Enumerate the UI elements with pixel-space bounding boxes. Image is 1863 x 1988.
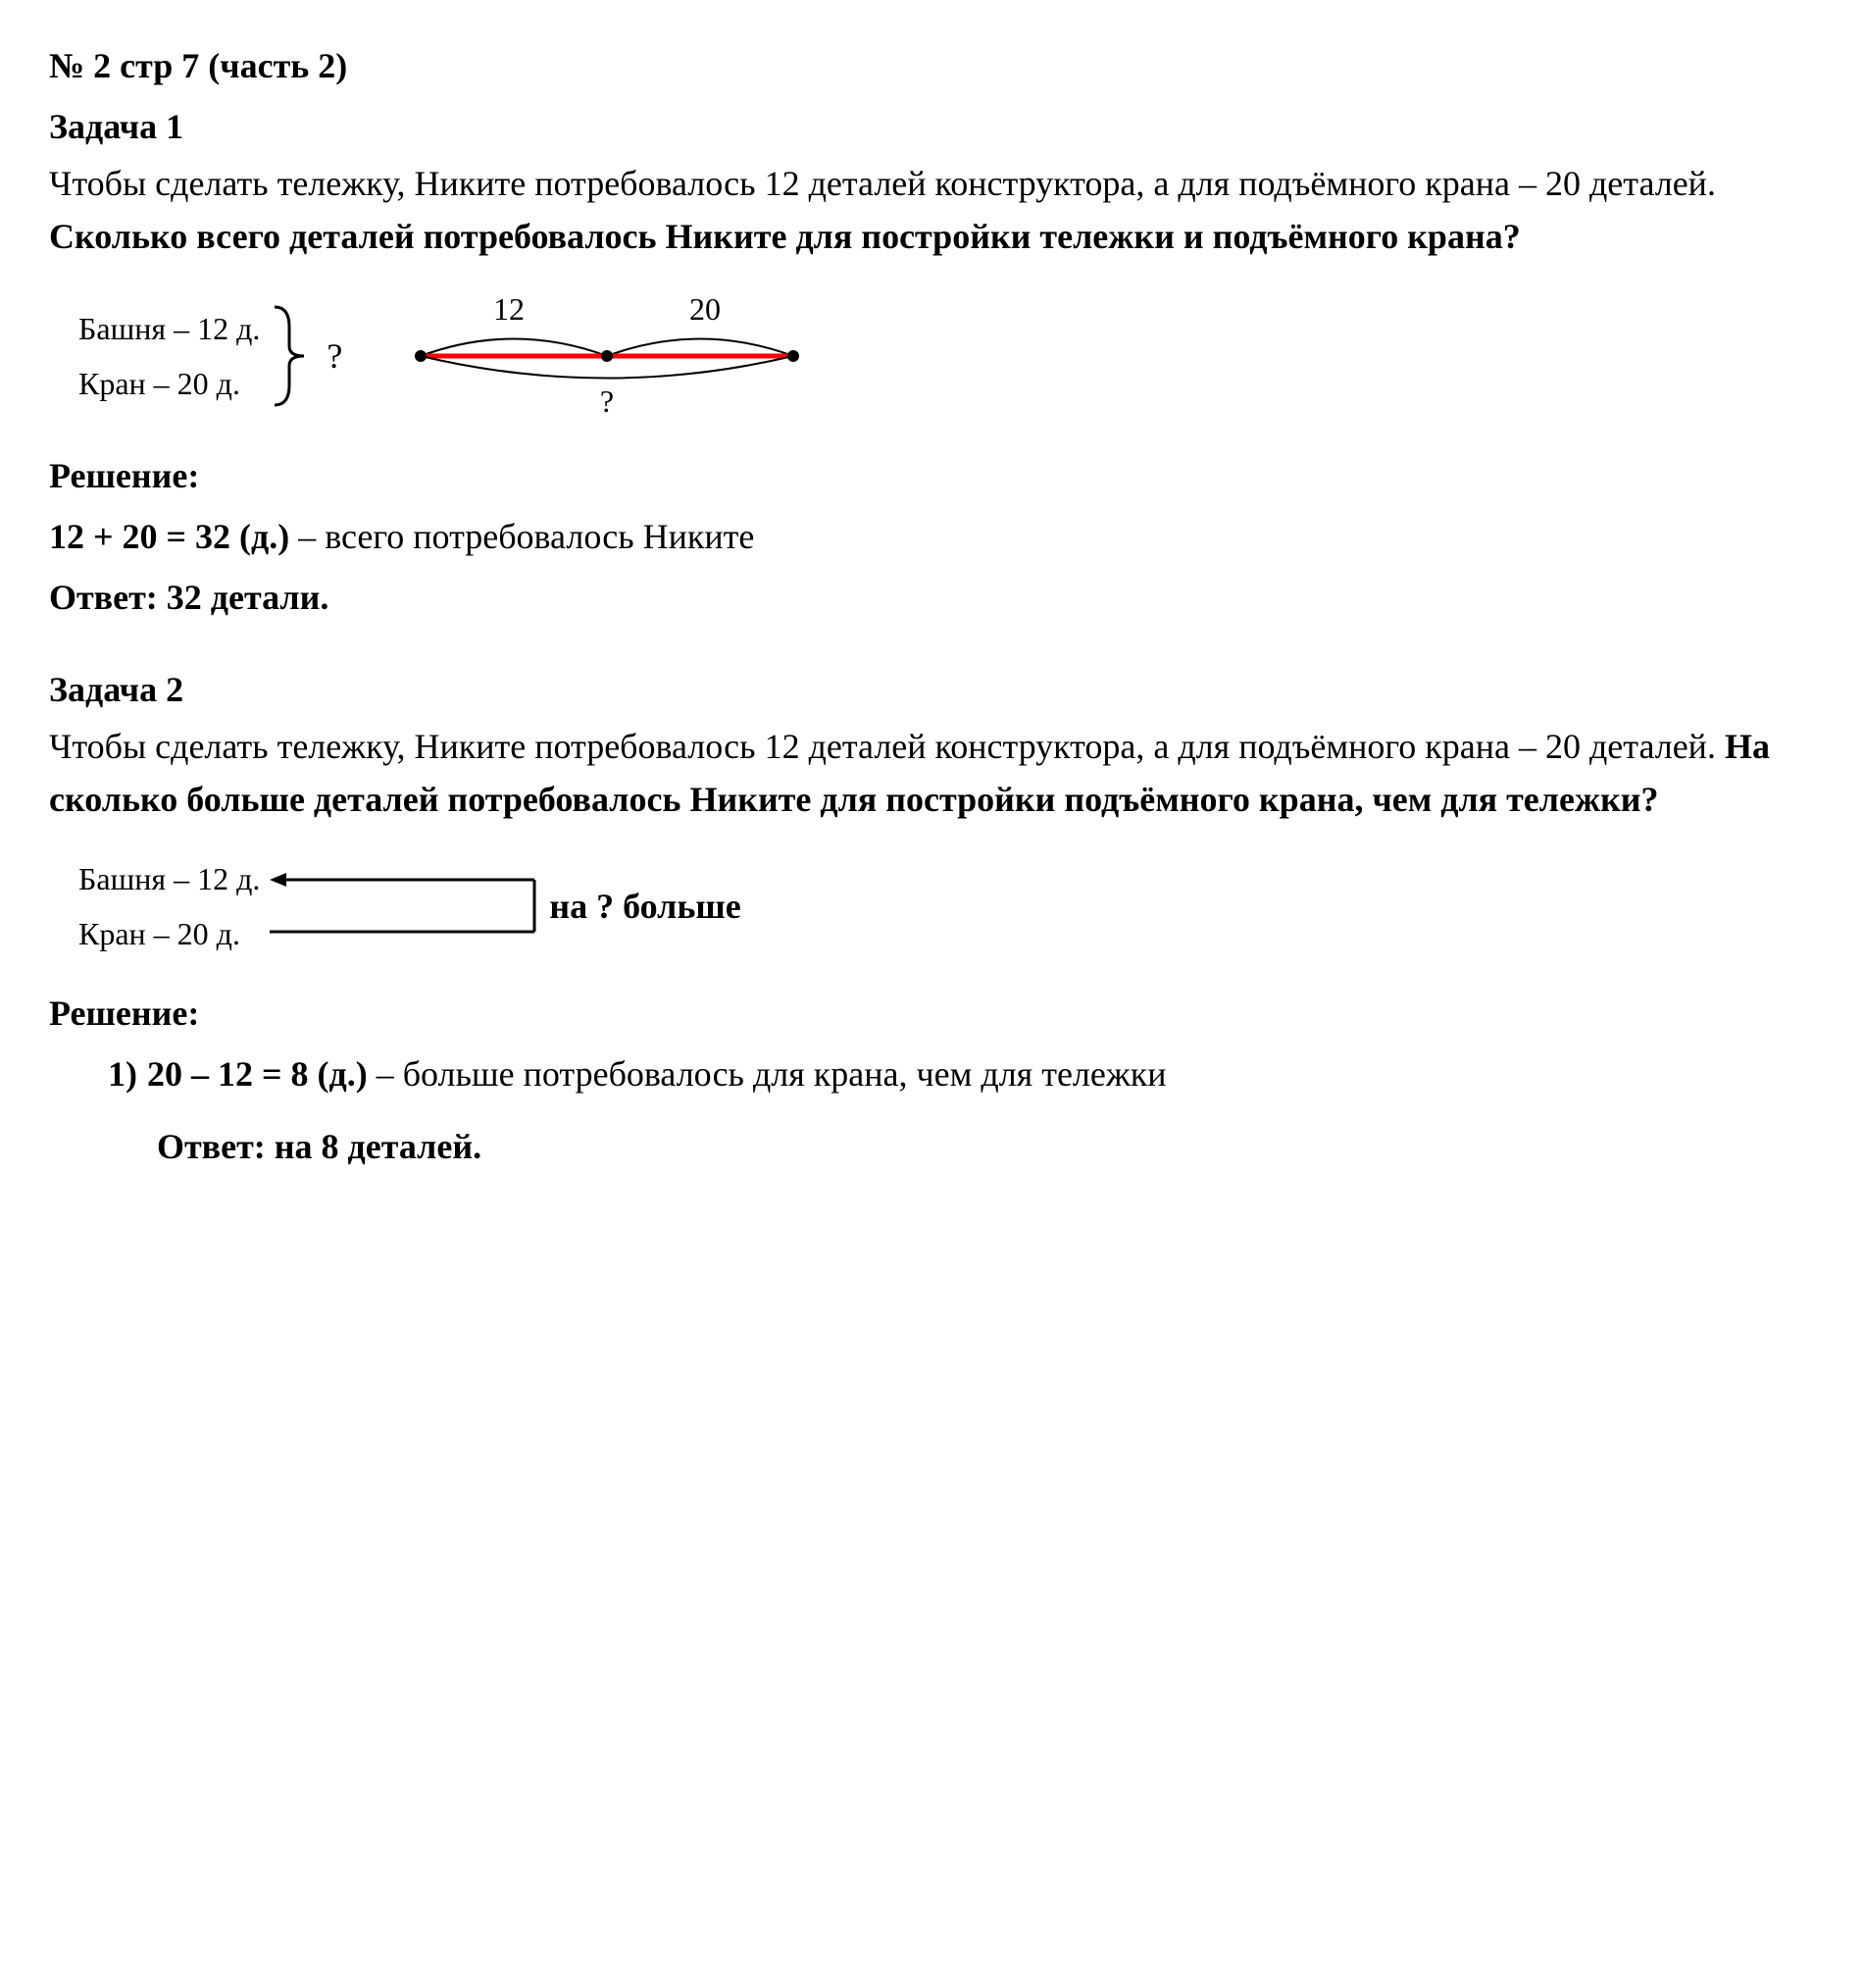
curly-brace-icon xyxy=(270,302,309,410)
arrow-text-label: на ? больше xyxy=(549,880,740,933)
task1-solution-rest: – всего потребовалось Никите xyxy=(289,517,754,556)
arc-bottom-question: ? xyxy=(600,383,614,419)
page-header: № 2 стр 7 (часть 2) xyxy=(49,39,1814,92)
task2-text: Чтобы сделать тележку, Никите потребовал… xyxy=(49,720,1814,826)
dot-mid xyxy=(601,350,613,362)
brace-section: Башня – 12 д. Кран – 20 д. ? xyxy=(78,302,342,410)
arc-label-20: 20 xyxy=(689,292,721,327)
task2-solution-entry: 1) 20 – 12 = 8 (д.) – больше потребовало… xyxy=(108,1047,1814,1100)
task1-text: Чтобы сделать тележку, Никите потребовал… xyxy=(49,157,1814,263)
top-arc-left xyxy=(421,339,607,357)
arc-diagram: 12 20 ? xyxy=(401,292,813,420)
task2-text-normal: Чтобы сделать тележку, Никите потребовал… xyxy=(49,727,1725,766)
brace-labels: Башня – 12 д. Кран – 20 д. xyxy=(78,305,260,407)
task2-diagram: Башня – 12 д. Кран – 20 д. на ? больше xyxy=(78,855,1814,957)
task1-solution-bold: 12 + 20 = 32 (д.) xyxy=(49,517,289,556)
arrow-head-top xyxy=(270,873,286,887)
task2-item2: Кран – 20 д. xyxy=(78,910,260,957)
task1-solution-title: Решение: xyxy=(49,449,1814,502)
brace-item1: Башня – 12 д. xyxy=(78,305,260,352)
arc-label-12: 12 xyxy=(493,292,525,327)
top-arc-right xyxy=(607,339,793,357)
arrow-box-icon xyxy=(265,865,539,948)
task1-solution-line: 12 + 20 = 32 (д.) – всего потребовалось … xyxy=(49,510,1814,563)
question-mark: ? xyxy=(327,330,342,382)
task2-item1: Башня – 12 д. xyxy=(78,855,260,902)
task2-solution-block: 1) 20 – 12 = 8 (д.) – больше потребовало… xyxy=(49,1047,1814,1100)
task1-title: Задача 1 xyxy=(49,100,1814,153)
task2-title: Задача 2 xyxy=(49,663,1814,716)
task2-labels: Башня – 12 д. Кран – 20 д. xyxy=(78,855,260,957)
task1-text-question: Сколько всего деталей потребовалось Ники… xyxy=(49,217,1521,256)
brace-item2: Кран – 20 д. xyxy=(78,360,260,407)
task2-solution-number: 1) xyxy=(108,1047,137,1100)
task1-text-normal: Чтобы сделать тележку, Никите потребовал… xyxy=(49,164,1716,203)
task1-diagram: Башня – 12 д. Кран – 20 д. ? 12 20 ? xyxy=(78,292,1814,420)
task1-answer: Ответ: 32 детали. xyxy=(49,571,1814,624)
task2-solution-bold: 20 – 12 = 8 (д.) xyxy=(147,1054,368,1094)
task2-solution-rest: – больше потребовалось для крана, чем дл… xyxy=(368,1054,1167,1094)
task2-solution-title: Решение: xyxy=(49,987,1814,1040)
task2-answer: Ответ: на 8 деталей. xyxy=(49,1120,1814,1173)
